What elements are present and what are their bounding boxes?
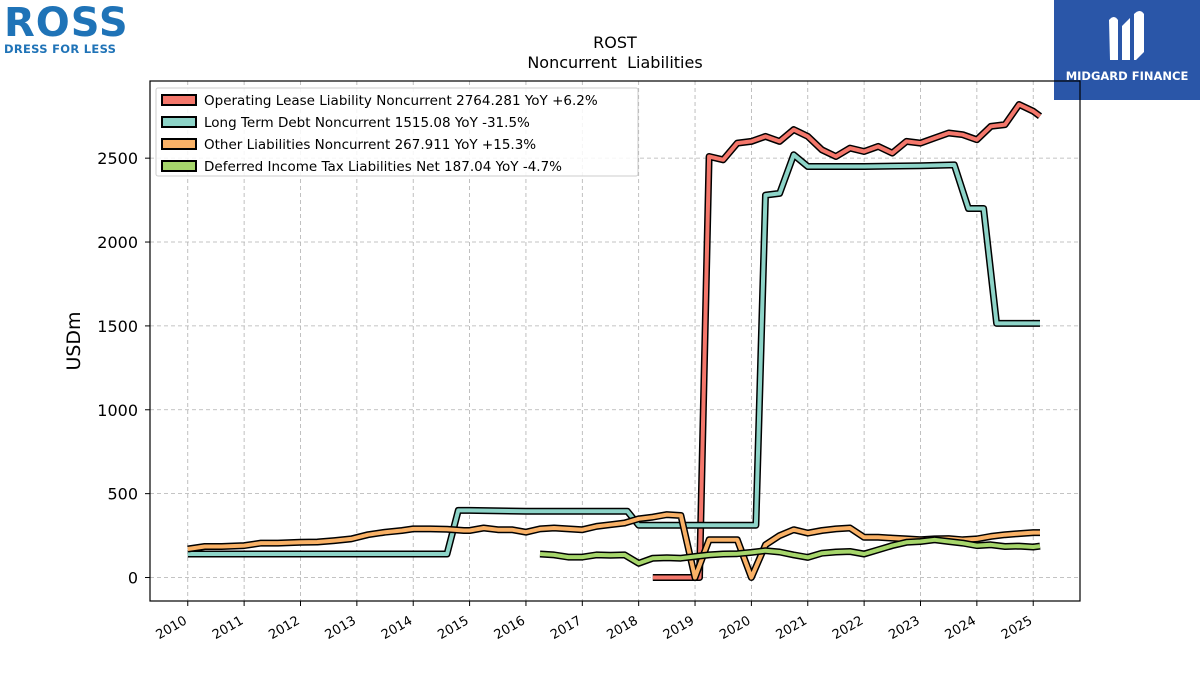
- x-tick-label: 2024: [943, 613, 979, 643]
- legend-label-2: Other Liabilities Noncurrent 267.911 YoY…: [204, 137, 536, 153]
- legend-box: [155, 87, 639, 177]
- plot-frame: [149, 80, 1081, 602]
- y-tick-label: 500: [107, 485, 138, 504]
- x-tick-label: 2018: [605, 613, 641, 643]
- legend-swatch-1: [161, 116, 197, 128]
- x-tick-label: 2010: [154, 613, 190, 643]
- legend-label-1: Long Term Debt Noncurrent 1515.08 YoY -3…: [204, 115, 530, 131]
- x-tick-label: 2022: [830, 613, 866, 643]
- y-axis-label: USDm: [63, 311, 85, 370]
- legend-swatch-0: [161, 94, 197, 106]
- series-line-3: [539, 537, 1041, 566]
- series-line-0: [652, 102, 1042, 580]
- ross-logo: ROSS DRESS FOR LESS: [4, 0, 136, 56]
- x-tick-label: 2023: [886, 613, 922, 643]
- midgard-emblem-icon: [1109, 11, 1144, 60]
- legend: Operating Lease Liability Noncurrent 276…: [155, 87, 639, 177]
- series-line-1: [187, 152, 1040, 556]
- series-line-outline-1: [187, 151, 1040, 558]
- x-tick-label: 2025: [999, 613, 1035, 643]
- x-tick-label: 2014: [379, 613, 415, 643]
- y-tick-label: 2000: [97, 233, 138, 252]
- legend-swatch-2: [161, 138, 197, 150]
- series-line-2: [187, 512, 1040, 580]
- x-tick-label: 2017: [548, 613, 584, 643]
- y-tick-label: 2500: [97, 149, 138, 168]
- y-tick-label: 0: [128, 569, 138, 588]
- midgard-finance-name: MIDGARD FINANCE: [1065, 69, 1189, 83]
- chart-title: ROST: [593, 33, 637, 52]
- x-tick-label: 2012: [266, 613, 302, 643]
- x-tick-label: 2015: [435, 613, 471, 643]
- x-tick-label: 2011: [210, 613, 246, 643]
- x-tick-label: 2020: [717, 613, 753, 643]
- x-tick-label: 2013: [323, 613, 359, 643]
- y-tick-label: 1500: [97, 317, 138, 336]
- series-layer: [187, 101, 1043, 581]
- midgard-finance-logo: MIDGARD FINANCE: [1054, 0, 1200, 100]
- legend-label-3: Deferred Income Tax Liabilities Net 187.…: [204, 159, 562, 175]
- legend-swatch-3: [161, 160, 197, 172]
- ross-logo-brand: ROSS: [4, 0, 129, 46]
- legend-label-0: Operating Lease Liability Noncurrent 276…: [204, 93, 598, 109]
- chart-subtitle: Noncurrent Liabilities: [527, 53, 702, 72]
- y-tick-label: 1000: [97, 401, 138, 420]
- ross-logo-tagline: DRESS FOR LESS: [4, 42, 117, 56]
- x-tick-label: 2016: [492, 613, 528, 643]
- x-axis-ticks: 2010 2011 2012 2013 2014 2015 2016 2017 2018 2019…: [154, 601, 1035, 643]
- x-tick-label: 2021: [774, 613, 810, 643]
- series-line-outline-0: [652, 101, 1043, 581]
- x-tick-label: 2019: [661, 613, 697, 643]
- y-axis-ticks: 0 500 1000 1500 2000 2500: [97, 149, 150, 588]
